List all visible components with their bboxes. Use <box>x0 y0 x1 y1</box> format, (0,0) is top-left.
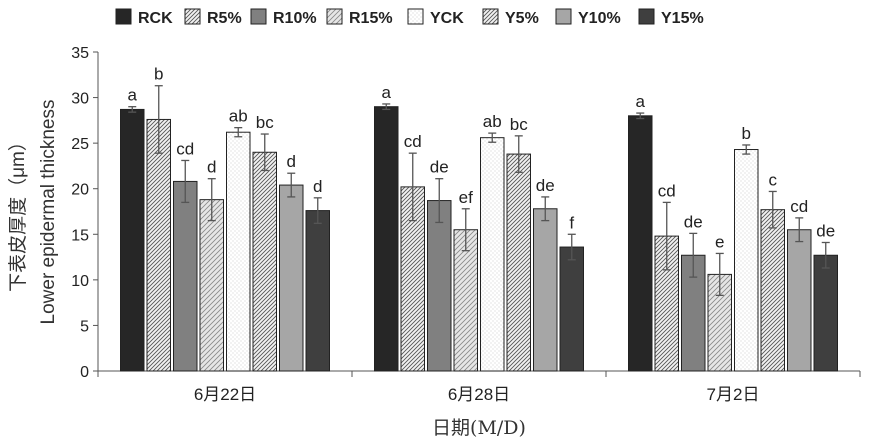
x-category-label: 6月28日 <box>448 385 510 404</box>
significance-label: a <box>636 92 646 111</box>
bar <box>173 180 198 372</box>
x-axis: 6月22日 6月28日 7月2日 <box>97 370 861 404</box>
y-tick-label: 35 <box>71 45 89 62</box>
significance-label: cd <box>176 139 194 158</box>
bar <box>226 131 251 372</box>
legend-label: RCK <box>138 10 173 27</box>
legend-label: R15% <box>349 10 393 27</box>
bar <box>199 199 224 372</box>
x-axis-title: 日期(M/D) <box>432 417 526 439</box>
bar <box>146 118 171 372</box>
y-axis: 0 5 10 15 20 25 30 35 <box>71 45 99 381</box>
bar <box>480 137 505 372</box>
bar <box>559 246 584 372</box>
legend-swatch <box>482 8 499 25</box>
bar <box>374 106 399 372</box>
significance-label: a <box>382 83 392 102</box>
significance-label: de <box>816 221 835 240</box>
significance-label: b <box>154 65 163 84</box>
y-tick-label: 30 <box>71 91 89 108</box>
bar <box>628 115 653 372</box>
bar <box>427 200 452 372</box>
legend-swatch <box>250 8 267 25</box>
significance-label: ab <box>229 107 248 126</box>
legend-swatch <box>326 8 343 25</box>
y-tick-label: 15 <box>71 227 89 244</box>
y-tick-label: 5 <box>80 318 89 335</box>
legend-swatch <box>407 8 424 25</box>
significance-label: ab <box>483 112 502 131</box>
legend-swatch <box>115 8 132 25</box>
significance-label: b <box>742 124 751 143</box>
significance-label: d <box>207 158 216 177</box>
y-tick-label: 20 <box>71 182 89 199</box>
y-tick-label: 25 <box>71 136 89 153</box>
y-axis-title: 下表皮厚度（μm） <box>7 132 29 292</box>
bar <box>760 209 785 372</box>
significance-label: d <box>287 152 296 171</box>
significance-label: a <box>128 86 138 105</box>
significance-label: d <box>313 177 322 196</box>
legend-label: Y5% <box>505 10 539 27</box>
bar <box>813 254 838 372</box>
bar <box>305 210 330 372</box>
bar <box>120 108 145 372</box>
legend-label: Y10% <box>578 10 621 27</box>
significance-label: e <box>715 232 724 251</box>
legend-swatch <box>555 8 572 25</box>
significance-label: de <box>430 158 449 177</box>
legend-swatch <box>184 8 201 25</box>
legend: RCK R5% R10% R15% YCK Y5% Y10% Y15% <box>115 8 704 27</box>
x-category-label: 7月2日 <box>707 385 760 404</box>
axis-titles: 日期(M/D) 下表皮厚度（μm） Lower epidermal thickn… <box>7 100 526 439</box>
bar <box>252 151 277 372</box>
significance-label: cd <box>404 132 422 151</box>
bar <box>279 184 304 372</box>
legend-label: YCK <box>430 10 464 27</box>
significance-label: bc <box>510 115 528 134</box>
bar <box>734 149 759 372</box>
y-tick-label: 0 <box>80 364 89 381</box>
bar <box>533 208 558 372</box>
legend-swatch <box>638 8 655 25</box>
legend-label: Y15% <box>661 10 704 27</box>
y-tick-label: 10 <box>71 273 89 290</box>
x-category-label: 6月22日 <box>194 385 256 404</box>
significance-label: bc <box>256 113 274 132</box>
y-axis-title-en: Lower epidermal thickness <box>38 100 59 325</box>
bar <box>506 153 531 372</box>
significance-label: f <box>569 213 574 232</box>
significance-label: ef <box>459 188 473 207</box>
significance-label: cd <box>658 181 676 200</box>
significance-label: de <box>684 212 703 231</box>
significance-label: cd <box>790 197 808 216</box>
legend-label: R10% <box>273 10 317 27</box>
y-axis-title-cn: 下表皮厚度（μm） <box>7 132 29 292</box>
legend-label: R5% <box>207 10 242 27</box>
significance-label: c <box>769 170 778 189</box>
significance-label: de <box>536 176 555 195</box>
bar <box>787 229 812 372</box>
